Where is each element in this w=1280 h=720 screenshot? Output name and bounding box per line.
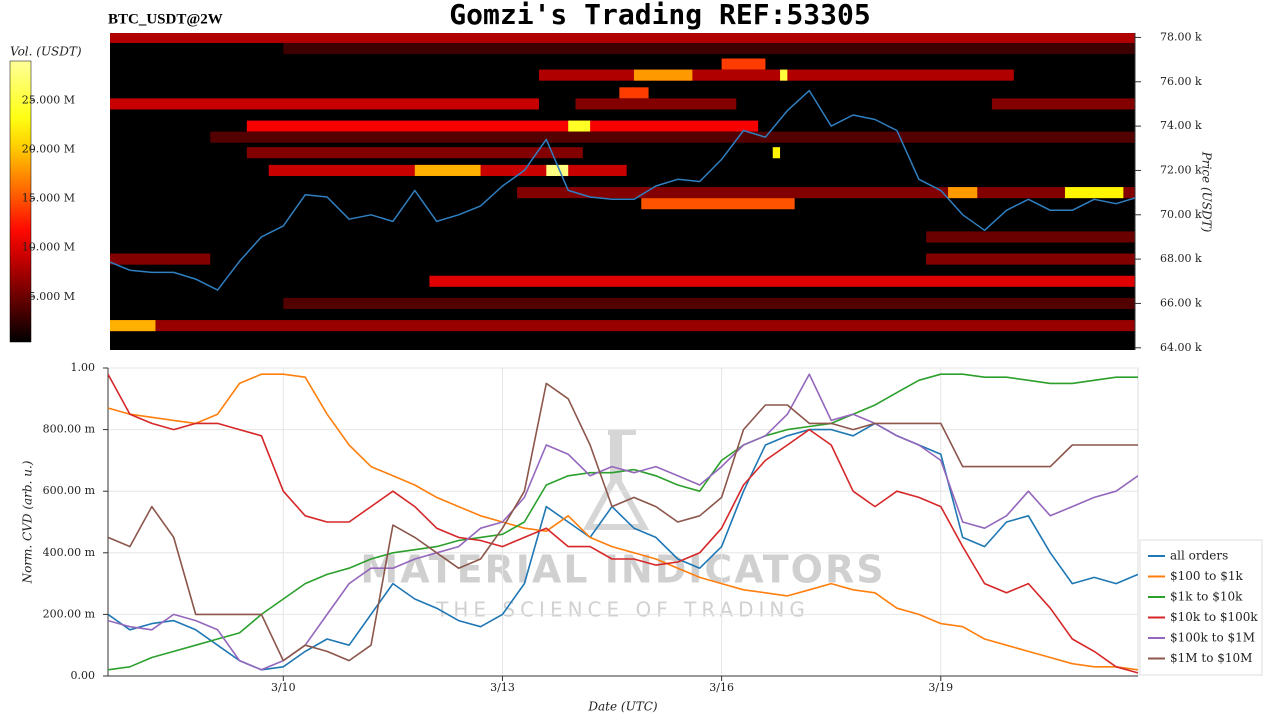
legend-label: $1M to $10M (1170, 651, 1252, 665)
chart-title: Gomzi's Trading REF:53305 (449, 0, 870, 31)
series-line (108, 422, 1138, 671)
heatmap-cell (110, 320, 156, 332)
heatmap-cell (948, 187, 978, 199)
legend-label: $10k to $100k (1170, 610, 1258, 624)
heatmap-cell (568, 120, 591, 132)
watermark-title: MATERIAL INDICATORS (360, 548, 885, 592)
heatmap-cell (210, 131, 1135, 143)
heatmap-cell (619, 87, 649, 99)
y-tick-label: 600.00 m (43, 484, 96, 497)
heatmap-cell (246, 120, 759, 132)
legend (1139, 539, 1263, 676)
colorbar-tick-label: 10.000 M (22, 241, 75, 254)
heatmap-cell (1064, 187, 1124, 199)
heatmap-cell (110, 33, 1135, 43)
x-tick-label: 3/19 (928, 681, 953, 694)
heatmap-cell (780, 69, 788, 81)
series-line (108, 373, 1138, 671)
heatmap-cell (414, 164, 481, 176)
y-tick-label: 66.00 k (1160, 296, 1202, 309)
y-tick-label: 400.00 m (43, 546, 96, 559)
x-tick-label: 3/10 (271, 681, 296, 694)
y-tick-label: 68.00 k (1160, 252, 1202, 265)
series-line (108, 373, 1138, 674)
legend-label: $100k to $1M (1170, 631, 1255, 645)
heatmap-cell (283, 42, 1135, 55)
legend-label: $1k to $10k (1170, 590, 1243, 604)
y-tick-label: 0.00 (71, 669, 96, 682)
series-line (108, 382, 1138, 662)
heatmap-cell (110, 98, 539, 110)
colorbar-tick-label: 20.000 M (22, 142, 75, 155)
series-line (108, 373, 1138, 671)
heatmap-cell (633, 69, 693, 81)
y-tick-label: 800.00 m (43, 423, 96, 436)
heatmap-cell (283, 297, 1135, 309)
x-axis-label: Date (UTC) (587, 700, 657, 714)
y-tick-label: 1.00 (71, 361, 96, 374)
y-tick-label: 70.00 k (1160, 208, 1202, 221)
y-tick-label: 64.00 k (1160, 341, 1202, 354)
heatmap-cell (991, 98, 1135, 110)
heatmap-cell (110, 253, 211, 265)
heatmap-cell (926, 253, 1135, 265)
y-tick-label: 74.00 k (1160, 119, 1202, 132)
heatmap (110, 33, 1135, 332)
y-tick-label: 200.00 m (43, 607, 96, 620)
x-tick-label: 3/13 (490, 681, 515, 694)
heatmap-cell (538, 69, 1014, 81)
colorbar-tick-label: 15.000 M (22, 192, 75, 205)
watermark-icon (582, 429, 650, 530)
colorbar-label: Vol. (USDT) (10, 45, 82, 59)
colorbar (9, 60, 32, 343)
series-line (110, 89, 1135, 291)
chart-subtitle: BTC_USDT@2W (108, 11, 223, 27)
y-tick-label: 76.00 k (1160, 75, 1202, 88)
heatmap-cell (721, 58, 766, 70)
y-axis-label: Norm. CVD (arb. u.) (21, 460, 35, 584)
heatmap-cell (641, 198, 795, 210)
y-tick-label: 72.00 k (1160, 163, 1202, 176)
cvd-plot-area (107, 367, 1139, 677)
legend-label: all orders (1170, 549, 1228, 563)
y-axis-label: Price (USDT) (1200, 151, 1214, 233)
heatmap-cell (546, 164, 569, 176)
legend-label: $100 to $1k (1170, 569, 1243, 583)
heatmap-cell (926, 231, 1135, 243)
heatmap-cell (246, 147, 583, 159)
heatmap-cell (429, 275, 1135, 287)
colorbar-tick-label: 25.000 M (22, 93, 75, 106)
y-tick-label: 78.00 k (1160, 30, 1202, 43)
heatmap-cell (575, 98, 737, 110)
watermark-subtitle: THE SCIENCE OF TRADING (435, 598, 810, 622)
heatmap-cell (110, 320, 1135, 332)
heatmap-cell (772, 147, 781, 159)
colorbar-tick-label: 5.000 M (29, 290, 75, 303)
x-tick-label: 3/16 (709, 681, 734, 694)
heatmap-cell (517, 187, 1135, 199)
series-line (108, 373, 1138, 671)
